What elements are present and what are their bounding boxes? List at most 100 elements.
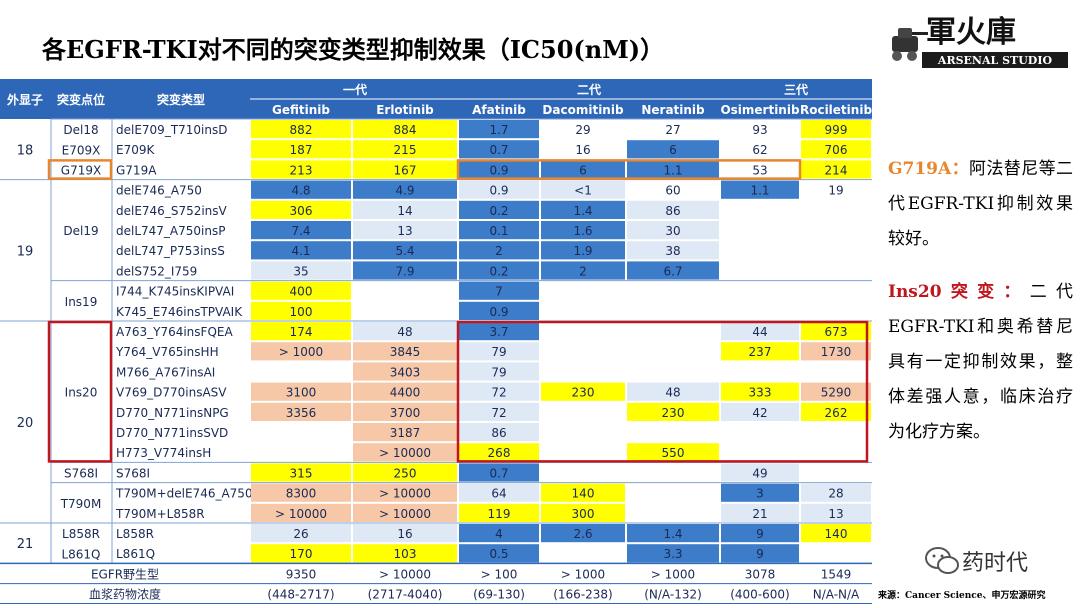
- ic50-cell-bg: [721, 443, 799, 462]
- ic50-cell-bg: [251, 241, 351, 260]
- site-label-ins19: Ins19: [65, 295, 98, 309]
- ic50-cell-bg: [721, 281, 799, 300]
- ic50-cell-bg: [721, 463, 799, 482]
- ic50-cell-bg: [627, 140, 719, 159]
- ic50-value: 3700: [390, 406, 421, 420]
- ic50-value: 72: [491, 386, 506, 400]
- ic50-cell-bg: [541, 200, 625, 219]
- ic50-value: 13: [397, 224, 412, 238]
- ic50-cell-bg: [459, 443, 539, 462]
- ic50-value: 0.2: [489, 264, 508, 278]
- ic50-value: 1.6: [573, 224, 592, 238]
- ic50-value: 214: [825, 163, 848, 177]
- ic50-value: 213: [290, 163, 313, 177]
- ic50-cell-bg: [541, 120, 625, 139]
- row-type-cell: [112, 119, 250, 140]
- ic50-cell-bg: [459, 362, 539, 381]
- ic50-value: 1730: [821, 345, 852, 359]
- ic50-value: > 10000: [379, 446, 431, 460]
- ic50-value: 300: [572, 507, 595, 521]
- ic50-value: 3.3: [663, 547, 682, 561]
- ic50-cell-bg: [627, 362, 719, 381]
- ic50-value: 0.7: [489, 466, 508, 480]
- ic50-cell-bg: [721, 503, 799, 522]
- ic50-cell-bg: [801, 362, 871, 381]
- ic50-value: 30: [665, 224, 680, 238]
- ic50-cell-bg: [353, 261, 457, 280]
- row-type-cell: [112, 220, 250, 241]
- ic50-cell-bg: [353, 322, 457, 341]
- ic50-cell-bg: [459, 524, 539, 543]
- plasma-label: 血浆药物浓度: [89, 587, 161, 602]
- ic50-cell-bg: [459, 180, 539, 199]
- ic50-cell-bg: [541, 342, 625, 361]
- ic50-cell-bg: [459, 241, 539, 260]
- ic50-value: 44: [752, 325, 767, 339]
- page-title: 各EGFR-TKI对不同的突变类型抑制效果（IC50(nM)）: [42, 35, 665, 64]
- site-label-l861q: L861Q: [61, 547, 100, 561]
- ic50-cell-bg: [459, 402, 539, 421]
- ic50-cell-bg: [721, 483, 799, 502]
- ic50-cell-bg: [541, 463, 625, 482]
- ic50-cell-bg: [541, 221, 625, 240]
- wild-type-value: 1549: [821, 567, 852, 581]
- ic50-cell-bg: [627, 503, 719, 522]
- ic50-cell-bg: [459, 342, 539, 361]
- ic50-cell-bg: [353, 423, 457, 442]
- ic50-value: 174: [290, 325, 313, 339]
- ic50-cell-bg: [801, 463, 871, 482]
- plasma-value: (166-238): [553, 588, 613, 602]
- ic50-cell-bg: [459, 160, 539, 179]
- ic50-cell-bg: [353, 342, 457, 361]
- ic50-cell-bg: [541, 524, 625, 543]
- header-drug-osimertinib: Osimertinib: [720, 103, 800, 117]
- ic50-cell-bg: [627, 221, 719, 240]
- ic50-value: 3187: [390, 426, 421, 440]
- ic50-cell-bg: [627, 200, 719, 219]
- ic50-value: 4: [495, 527, 503, 541]
- ic50-cell-bg: [541, 180, 625, 199]
- ic50-cell-bg: [541, 423, 625, 442]
- ic50-cell-bg: [353, 483, 457, 502]
- ic50-value: 16: [397, 527, 412, 541]
- ic50-cell-bg: [251, 140, 351, 159]
- row-type-15: D770_N771insSVD: [116, 426, 228, 440]
- ic50-cell-bg: [353, 544, 457, 563]
- ic50-cell-bg: [627, 120, 719, 139]
- header-site: 突变点位: [57, 92, 105, 107]
- ic50-cell-bg: [801, 524, 871, 543]
- ic50-cell-bg: [251, 221, 351, 240]
- ic50-cell-bg: [459, 503, 539, 522]
- source-note: 来源：Cancer Science、申万宏源研究: [878, 591, 1046, 601]
- note-ins20-text: 二代EGFR-TKI和奥希替尼具有一定抑制效果，整体差强人意，临床治疗为化疗方案…: [888, 282, 1073, 442]
- ic50-value: 42: [752, 406, 767, 420]
- ic50-cell-bg: [801, 382, 871, 401]
- ic50-value: 86: [491, 426, 506, 440]
- ic50-value: 19: [828, 184, 843, 198]
- ic50-cell-bg: [541, 261, 625, 280]
- ic50-cell-bg: [541, 160, 625, 179]
- ic50-cell-bg: [801, 301, 871, 320]
- ic50-value: 0.9: [489, 163, 508, 177]
- ic50-cell-bg: [627, 443, 719, 462]
- ic50-value: 230: [572, 386, 595, 400]
- ic50-cell-bg: [721, 342, 799, 361]
- ic50-value: 29: [575, 123, 590, 137]
- ic50-cell-bg: [721, 544, 799, 563]
- ic50-cell-bg: [801, 322, 871, 341]
- ic50-cell-bg: [353, 140, 457, 159]
- ic50-value: 4.8: [291, 184, 310, 198]
- ic50-cell-bg: [721, 261, 799, 280]
- note-g719a-text: 阿法替尼等二代EGFR-TKI抑制效果较好。: [888, 159, 1073, 249]
- ic50-value: 48: [665, 386, 680, 400]
- ic50-value: 215: [394, 143, 417, 157]
- ic50-cell-bg: [627, 180, 719, 199]
- ic50-cell-bg: [721, 382, 799, 401]
- ic50-value: 86: [665, 204, 680, 218]
- header-drug-afatinib: Afatinib: [472, 103, 526, 117]
- ic50-value: 7.4: [291, 224, 310, 238]
- ic50-cell-bg: [541, 322, 625, 341]
- ic50-value: 100: [290, 305, 313, 319]
- ic50-value: 6: [579, 163, 587, 177]
- plasma-value: (69-130): [473, 588, 525, 602]
